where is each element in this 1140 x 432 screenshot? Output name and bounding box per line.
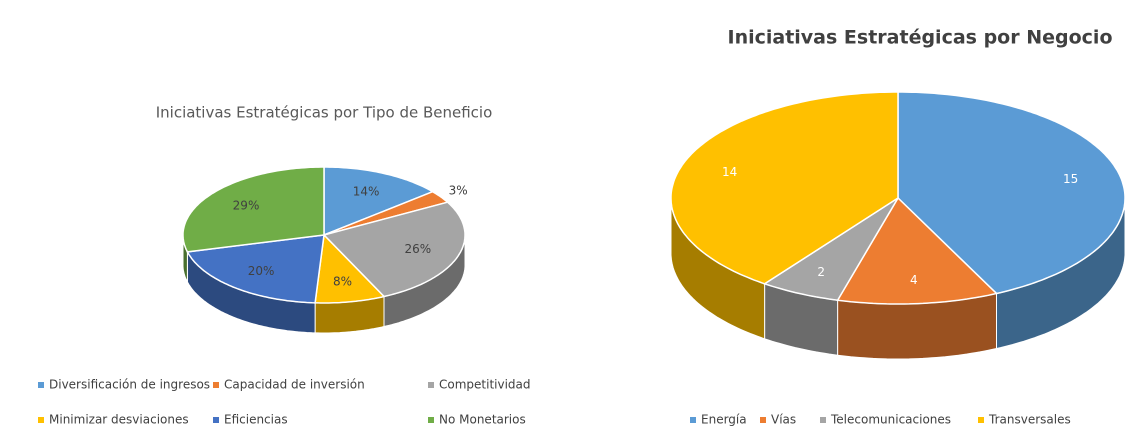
legend-swatch (690, 417, 696, 423)
data-label: 8% (333, 274, 352, 288)
legend-swatch (213, 417, 219, 423)
chart-title: Iniciativas Estratégicas por Negocio (728, 27, 1113, 49)
pie-slice (186, 234, 325, 304)
data-label: 14% (353, 184, 380, 198)
legend-swatch (428, 417, 434, 423)
pie-slice (323, 166, 435, 237)
data-label: 4 (910, 273, 918, 287)
legend-swatch (38, 382, 44, 388)
data-label: 29% (233, 198, 260, 212)
data-label: 15 (1063, 172, 1078, 186)
data-label: 14 (722, 165, 737, 179)
legend-label: Energía (701, 413, 747, 427)
legend-label: Transversales (988, 413, 1071, 427)
pie-slice (314, 233, 386, 304)
pie-slice (897, 91, 1126, 295)
chart-title: Iniciativas Estratégicas por Tipo de Ben… (156, 104, 493, 122)
legend-label: Telecomunicaciones (830, 413, 951, 427)
pie-slice (836, 196, 999, 305)
legend-label: Diversificación de ingresos (49, 378, 210, 392)
pie-slice (762, 197, 899, 302)
data-label: 3% (449, 184, 468, 198)
legend-swatch (38, 417, 44, 423)
legend-label: Capacidad de inversión (224, 378, 365, 392)
pie-slice (323, 190, 450, 236)
legend-swatch (978, 417, 984, 423)
legend-label: Minimizar desviaciones (49, 413, 189, 427)
pie-slice (670, 91, 899, 285)
pie-slice (182, 166, 325, 253)
data-label: 20% (248, 264, 275, 278)
data-label: 2 (817, 265, 825, 279)
legend-swatch (820, 417, 826, 423)
legend-label: Eficiencias (224, 413, 288, 427)
pie-slice (322, 201, 466, 298)
legend-label: Competitividad (439, 378, 531, 392)
legend-swatch (213, 382, 219, 388)
legend-swatch (428, 382, 434, 388)
legend-label: No Monetarios (439, 413, 526, 427)
data-label: 26% (405, 242, 432, 256)
legend-label: Vías (771, 413, 796, 427)
legend-swatch (760, 417, 766, 423)
